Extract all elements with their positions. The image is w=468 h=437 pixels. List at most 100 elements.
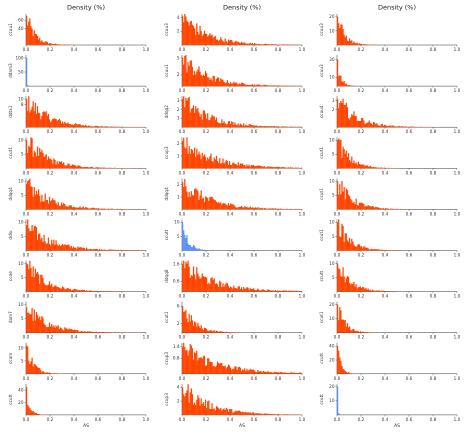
- histogram-bar: [200, 31, 202, 45]
- x-tick-label: 0.2: [203, 170, 210, 175]
- histogram-bar: [55, 240, 57, 251]
- histogram-bar: [243, 412, 245, 415]
- histogram-bar: [283, 372, 285, 374]
- x-tick-label: 0.4: [382, 170, 389, 175]
- histogram-bar: [247, 125, 249, 128]
- x-tick-label: 0.8: [430, 88, 437, 93]
- histogram-bar: [349, 237, 351, 251]
- histogram-bar: [224, 410, 226, 415]
- histogram-bar: [204, 327, 207, 333]
- histogram-bar: [259, 84, 261, 87]
- histogram-bar: [337, 98, 339, 128]
- histogram-bar: [340, 275, 342, 292]
- histogram-bar: [269, 372, 271, 374]
- histogram-bar: [374, 207, 376, 210]
- histogram-bar: [42, 317, 44, 333]
- histogram-bar: [70, 124, 72, 128]
- histogram-bar: [356, 42, 358, 45]
- histogram-bar: [281, 208, 283, 210]
- histogram-bar: [343, 187, 345, 210]
- histogram-bar: [383, 167, 386, 169]
- panel-y-label: ccutt: [164, 229, 169, 240]
- histogram-bar: [363, 203, 365, 210]
- histogram-bar: [53, 199, 55, 210]
- histogram-bar: [197, 32, 199, 45]
- histogram-bar: [224, 162, 226, 169]
- y-tick-label: 2: [177, 72, 180, 77]
- histogram-bar: [197, 322, 199, 333]
- histogram-bar: [50, 326, 52, 333]
- x-axis-label: AS: [239, 423, 245, 429]
- histogram-bar: [337, 140, 339, 169]
- histogram-bar: [92, 207, 94, 210]
- histogram-bar: [189, 244, 191, 251]
- histogram-bar: [222, 331, 224, 333]
- histogram-bar: [27, 264, 29, 292]
- histogram-bar: [186, 318, 188, 333]
- histogram-bar: [39, 113, 41, 128]
- histogram-bar: [218, 408, 220, 415]
- y-tick-label: 10: [18, 345, 24, 350]
- histogram-bar: [197, 69, 199, 87]
- histogram-bar: [53, 286, 55, 292]
- histogram-bar: [57, 287, 59, 292]
- histogram-bar: [31, 138, 33, 169]
- y-tick-label: 2: [177, 141, 180, 146]
- histogram-bar: [378, 167, 380, 169]
- histogram-bar: [42, 111, 44, 128]
- histogram-bar: [259, 290, 261, 292]
- x-tick-label: 0.4: [382, 253, 389, 258]
- histogram-bar: [260, 44, 262, 45]
- histogram-bar: [192, 359, 195, 374]
- panel-y-label: ccut1: [8, 147, 13, 159]
- histogram-bar: [198, 66, 200, 87]
- histogram-bar: [285, 372, 287, 374]
- histogram-bar: [274, 44, 276, 45]
- x-tick-label: 0.2: [203, 47, 210, 52]
- histogram-bar: [40, 119, 42, 128]
- histogram-bar: [245, 124, 247, 128]
- histogram-bar: [46, 115, 48, 128]
- histogram-bar: [30, 314, 32, 333]
- histogram-bar: [201, 403, 203, 415]
- histogram-bar: [63, 287, 65, 292]
- histogram-bar: [53, 158, 55, 169]
- y-tick-label: 20: [329, 384, 335, 389]
- histogram-bar: [250, 43, 252, 45]
- histogram-bar: [29, 363, 31, 374]
- histogram-bar: [220, 331, 222, 333]
- histogram-bar: [221, 39, 223, 45]
- x-tick-label: 0.8: [119, 88, 126, 93]
- histogram-bar: [257, 288, 259, 292]
- histogram-bar: [46, 372, 48, 374]
- histogram-bar: [282, 126, 284, 128]
- histogram-bar: [196, 267, 198, 292]
- histogram-bar: [84, 166, 87, 169]
- histogram-bar: [353, 244, 355, 251]
- histogram-bar: [98, 332, 100, 333]
- histogram-bar: [99, 248, 101, 251]
- histogram-bar: [227, 39, 230, 45]
- histogram-bar: [211, 114, 213, 128]
- histogram-bar: [29, 147, 31, 169]
- histogram-bar: [87, 249, 89, 251]
- histogram-bar: [257, 165, 259, 169]
- histogram-bar: [183, 342, 185, 374]
- histogram-bar: [67, 329, 69, 333]
- histogram-bar: [90, 332, 92, 333]
- histogram-bar: [208, 358, 210, 374]
- histogram-bar: [356, 288, 358, 292]
- histogram-bar: [255, 413, 257, 415]
- histogram-bar: [80, 247, 82, 251]
- histogram-bar: [247, 370, 249, 374]
- histogram-bar: [213, 75, 215, 87]
- histogram-bar: [26, 307, 28, 333]
- histogram-bar: [247, 165, 249, 169]
- x-tick-label: 0.0: [334, 335, 341, 340]
- histogram-bar: [225, 204, 227, 210]
- histogram-bar: [227, 364, 230, 374]
- histogram-bar: [280, 208, 282, 210]
- histogram-bar: [28, 406, 30, 415]
- histogram-bar: [36, 106, 39, 128]
- histogram-bar: [102, 291, 104, 292]
